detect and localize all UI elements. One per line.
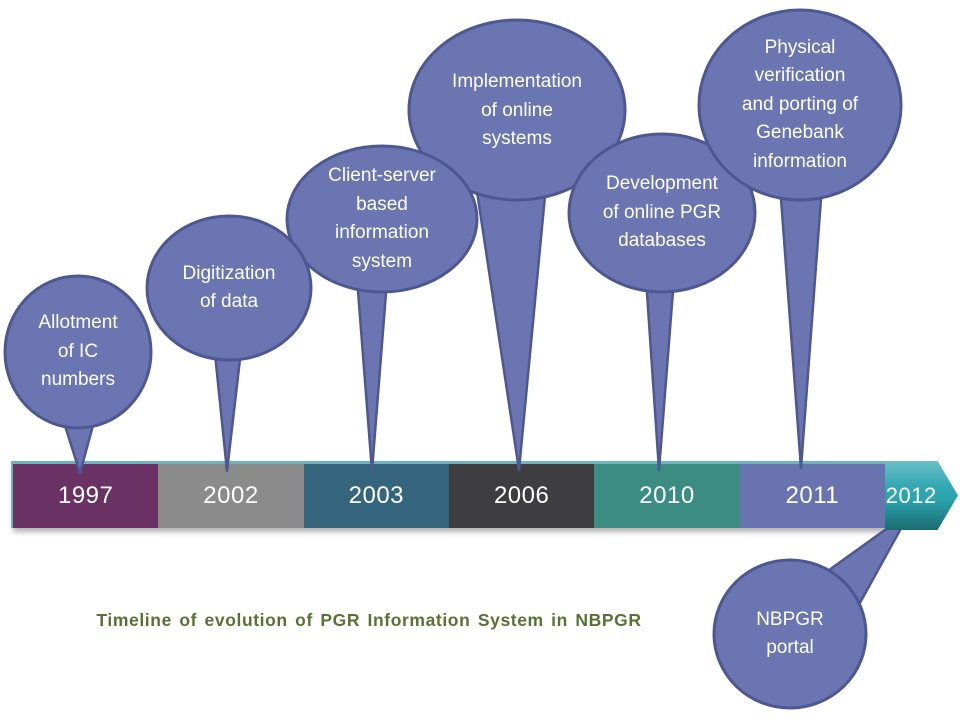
slide-caption: Timeline of evolution of PGR Information… [96, 610, 642, 630]
balloon-bubble [712, 558, 868, 710]
balloon-bubble [567, 132, 757, 294]
balloon-tail [778, 183, 824, 470]
year-label-2011: 2011 [785, 482, 840, 509]
balloon-implementation-online-systems-shape [407, 18, 627, 472]
year-label-2006: 2006 [493, 482, 550, 509]
balloon-bubble [407, 18, 627, 202]
balloon-bubble [697, 8, 903, 202]
balloon-tail [644, 276, 676, 472]
balloon-allotment-ic-shape [3, 274, 153, 475]
balloon-genebank-porting-shape [697, 8, 903, 470]
year-label-2012: 2012 [885, 482, 937, 508]
balloon-nbpgr-portal-shape [712, 510, 912, 710]
balloon-tail [355, 276, 389, 473]
balloon-client-server-shape [285, 144, 479, 473]
timeline-segment-2010: 2010 [594, 464, 740, 528]
timeline-segment-1997: 1997 [13, 464, 159, 528]
timeline-segment-2006: 2006 [448, 464, 595, 528]
timeline-bar: 1997 2002 2003 2006 2010 2011 [11, 461, 885, 528]
year-label-2010: 2010 [639, 482, 695, 509]
year-label-1997: 1997 [57, 482, 114, 509]
balloon-pgr-databases-shape [567, 132, 757, 472]
balloon-tail [474, 183, 548, 472]
balloon-digitization-shape [145, 214, 313, 473]
year-label-2002: 2002 [203, 482, 259, 509]
timeline-segment-2011: 2011 [739, 464, 885, 528]
timeline-segment-2003: 2003 [303, 464, 449, 528]
timeline-segment-2002: 2002 [158, 464, 304, 528]
balloon-bubble [145, 214, 313, 362]
balloon-bubble [285, 144, 479, 294]
year-label-2003: 2003 [348, 482, 405, 509]
balloon-bubble [3, 274, 153, 430]
